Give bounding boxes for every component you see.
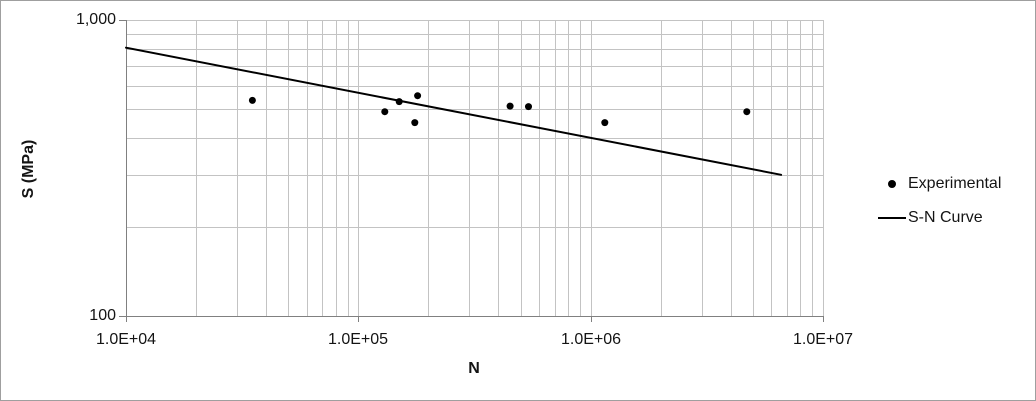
experimental-data-point: [506, 102, 514, 110]
experimental-data-point: [743, 108, 751, 116]
sn-curve-line: [125, 46, 783, 176]
experimental-data-point: [525, 103, 532, 111]
x-tick-label-1e6: 1.0E+06: [560, 331, 622, 348]
scatter-marker-icon: [888, 180, 896, 188]
x-tick-label-1e7: 1.0E+07: [792, 331, 854, 348]
y-tick-label-100: 100: [89, 307, 116, 324]
legend-label: Experimental: [908, 175, 1002, 192]
legend-swatch: [878, 180, 906, 188]
experimental-data-point: [411, 119, 419, 127]
y-axis-title: S (MPa): [20, 139, 37, 199]
legend: Experimental S-N Curve: [878, 172, 1001, 240]
experimental-data-point: [414, 92, 422, 100]
legend-entry-sn-curve: S-N Curve: [878, 206, 1001, 230]
legend-label: S-N Curve: [908, 209, 983, 226]
legend-entry-experimental: Experimental: [878, 172, 1001, 196]
x-tick-label-1e5: 1.0E+05: [327, 331, 389, 348]
line-swatch-icon: [878, 217, 906, 219]
y-tick-label-1000: 1,000: [75, 11, 116, 28]
legend-swatch: [878, 217, 906, 219]
experimental-data-point: [381, 108, 389, 116]
x-tick-label-1e4: 1.0E+04: [95, 331, 157, 348]
experimental-data-point: [601, 119, 609, 127]
experimental-data-point: [248, 96, 256, 104]
x-axis-title: N: [468, 360, 480, 377]
experimental-data-point: [395, 98, 403, 106]
